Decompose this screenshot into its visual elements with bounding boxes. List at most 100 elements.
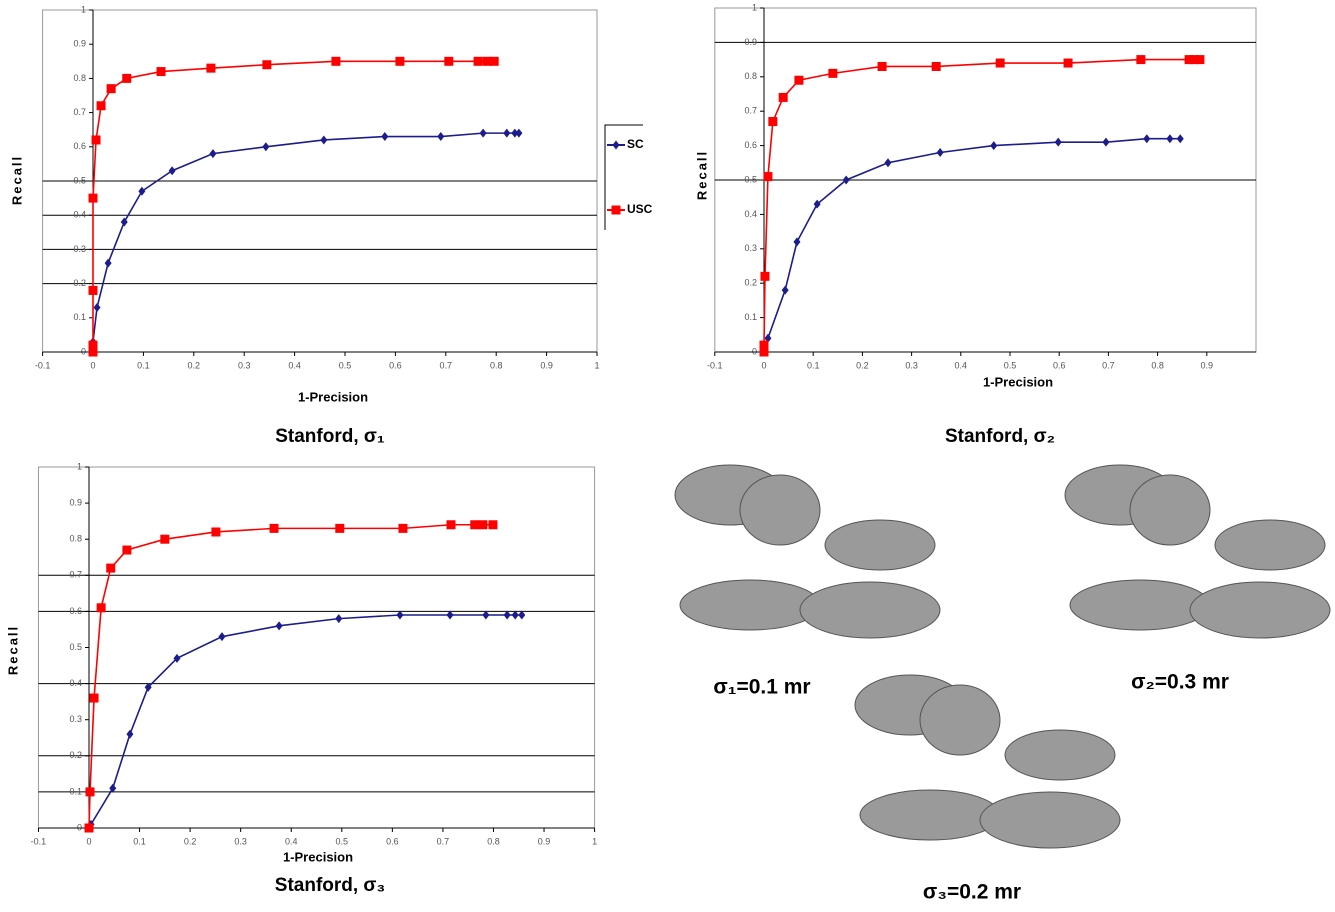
x-tick-label: -0.1	[707, 360, 723, 370]
y-tick-label: 0.2	[744, 278, 757, 288]
x-tick-label: 0.5	[1004, 360, 1017, 370]
point	[395, 57, 404, 66]
chart-title: Stanford, σ₃	[275, 875, 385, 896]
x-tick-label: 0.4	[285, 836, 298, 846]
point	[447, 520, 456, 529]
x-tick-label: 0.9	[1201, 360, 1214, 370]
x-tick-label: 0.1	[807, 360, 820, 370]
point	[335, 524, 344, 533]
y-tick-label: 0.4	[69, 678, 82, 688]
x-axis-label: 1-Precision	[298, 389, 368, 404]
x-tick-label: 0.8	[490, 360, 503, 370]
x-tick-label: 0.8	[487, 836, 500, 846]
y-tick-label: 0.1	[73, 312, 86, 322]
model-renders	[675, 465, 1330, 848]
x-tick-label: 0.3	[905, 360, 918, 370]
point	[478, 520, 487, 529]
y-tick-label: 0.3	[73, 244, 86, 254]
point	[760, 272, 769, 281]
point	[126, 730, 133, 739]
x-tick-label: 0.2	[184, 836, 197, 846]
y-axis-label: Recall	[5, 625, 20, 675]
x-tick-label: 0.3	[238, 360, 251, 370]
y-tick-label: 0	[752, 346, 757, 356]
series-line	[768, 139, 1180, 339]
point	[122, 546, 131, 555]
point	[106, 564, 115, 573]
y-tick-label: 1	[77, 461, 82, 471]
point	[270, 524, 279, 533]
x-tick-label: 0.4	[288, 360, 301, 370]
point	[90, 694, 99, 703]
legend-marker	[613, 141, 620, 150]
point	[1195, 55, 1204, 64]
legend-label: USC	[627, 202, 653, 216]
y-tick-label: 0	[77, 822, 82, 832]
x-tick-label: 0	[761, 360, 766, 370]
y-tick-label: 0.9	[73, 39, 86, 49]
point	[763, 172, 772, 181]
model-label: σ₂=0.3 mr	[1131, 671, 1229, 694]
y-axis-label: Recall	[9, 155, 24, 205]
point	[169, 166, 176, 175]
x-tick-label: 1	[592, 836, 597, 846]
point	[878, 62, 887, 71]
x-tick-label: 0.4	[955, 360, 968, 370]
series-line	[93, 133, 519, 342]
series-line	[89, 525, 493, 828]
point	[990, 141, 997, 150]
point	[474, 57, 483, 66]
y-tick-label: 1	[752, 2, 757, 12]
y-tick-label: 0.6	[69, 606, 82, 616]
x-tick-label: 0.2	[188, 360, 201, 370]
chart: 00.10.20.30.40.50.60.70.80.91-0.100.10.2…	[5, 461, 597, 896]
y-tick-label: 0.8	[73, 73, 86, 83]
y-tick-label: 0	[81, 346, 86, 356]
point	[1102, 138, 1109, 147]
point	[209, 149, 216, 158]
y-tick-label: 0.7	[744, 106, 757, 116]
point	[97, 101, 106, 110]
point	[768, 117, 777, 126]
x-tick-label: 0.5	[336, 836, 349, 846]
point	[760, 341, 769, 350]
y-tick-label: 0.9	[744, 37, 757, 47]
figure: σ₁=0.1 mr σ₂=0.3 mr σ₃=0.2 mr 00.10.20.3…	[0, 0, 1335, 912]
point	[470, 520, 479, 529]
point	[331, 57, 340, 66]
series-line	[93, 61, 494, 352]
x-tick-label: 0.9	[540, 360, 553, 370]
x-tick-label: 0.7	[437, 836, 450, 846]
x-tick-label: 0.1	[133, 836, 146, 846]
point	[503, 129, 510, 138]
model-label: σ₁=0.1 mr	[713, 676, 810, 699]
x-tick-label: 0.3	[234, 836, 247, 846]
point	[932, 62, 941, 71]
y-tick-label: 0.4	[73, 210, 86, 220]
point	[779, 93, 788, 102]
point	[937, 148, 944, 157]
point	[996, 59, 1005, 68]
model-group	[675, 465, 940, 638]
model-group	[855, 675, 1120, 848]
x-tick-label: 0.1	[137, 360, 150, 370]
y-tick-label: 0.9	[69, 497, 82, 507]
y-tick-label: 0.6	[744, 140, 757, 150]
point	[398, 524, 407, 533]
point	[89, 341, 98, 350]
point	[1177, 134, 1184, 143]
x-axis-label: 1-Precision	[983, 374, 1053, 389]
point	[1143, 134, 1150, 143]
x-tick-label: 1	[594, 360, 599, 370]
series-line	[764, 60, 1200, 352]
y-tick-label: 0.1	[69, 786, 82, 796]
point	[381, 132, 388, 141]
legend-label: SC	[627, 137, 644, 151]
x-tick-label: 0.8	[1151, 360, 1164, 370]
point	[89, 194, 98, 203]
point	[97, 603, 106, 612]
plot-frame	[38, 467, 594, 828]
y-tick-label: 0.3	[69, 714, 82, 724]
y-tick-label: 0.2	[73, 278, 86, 288]
